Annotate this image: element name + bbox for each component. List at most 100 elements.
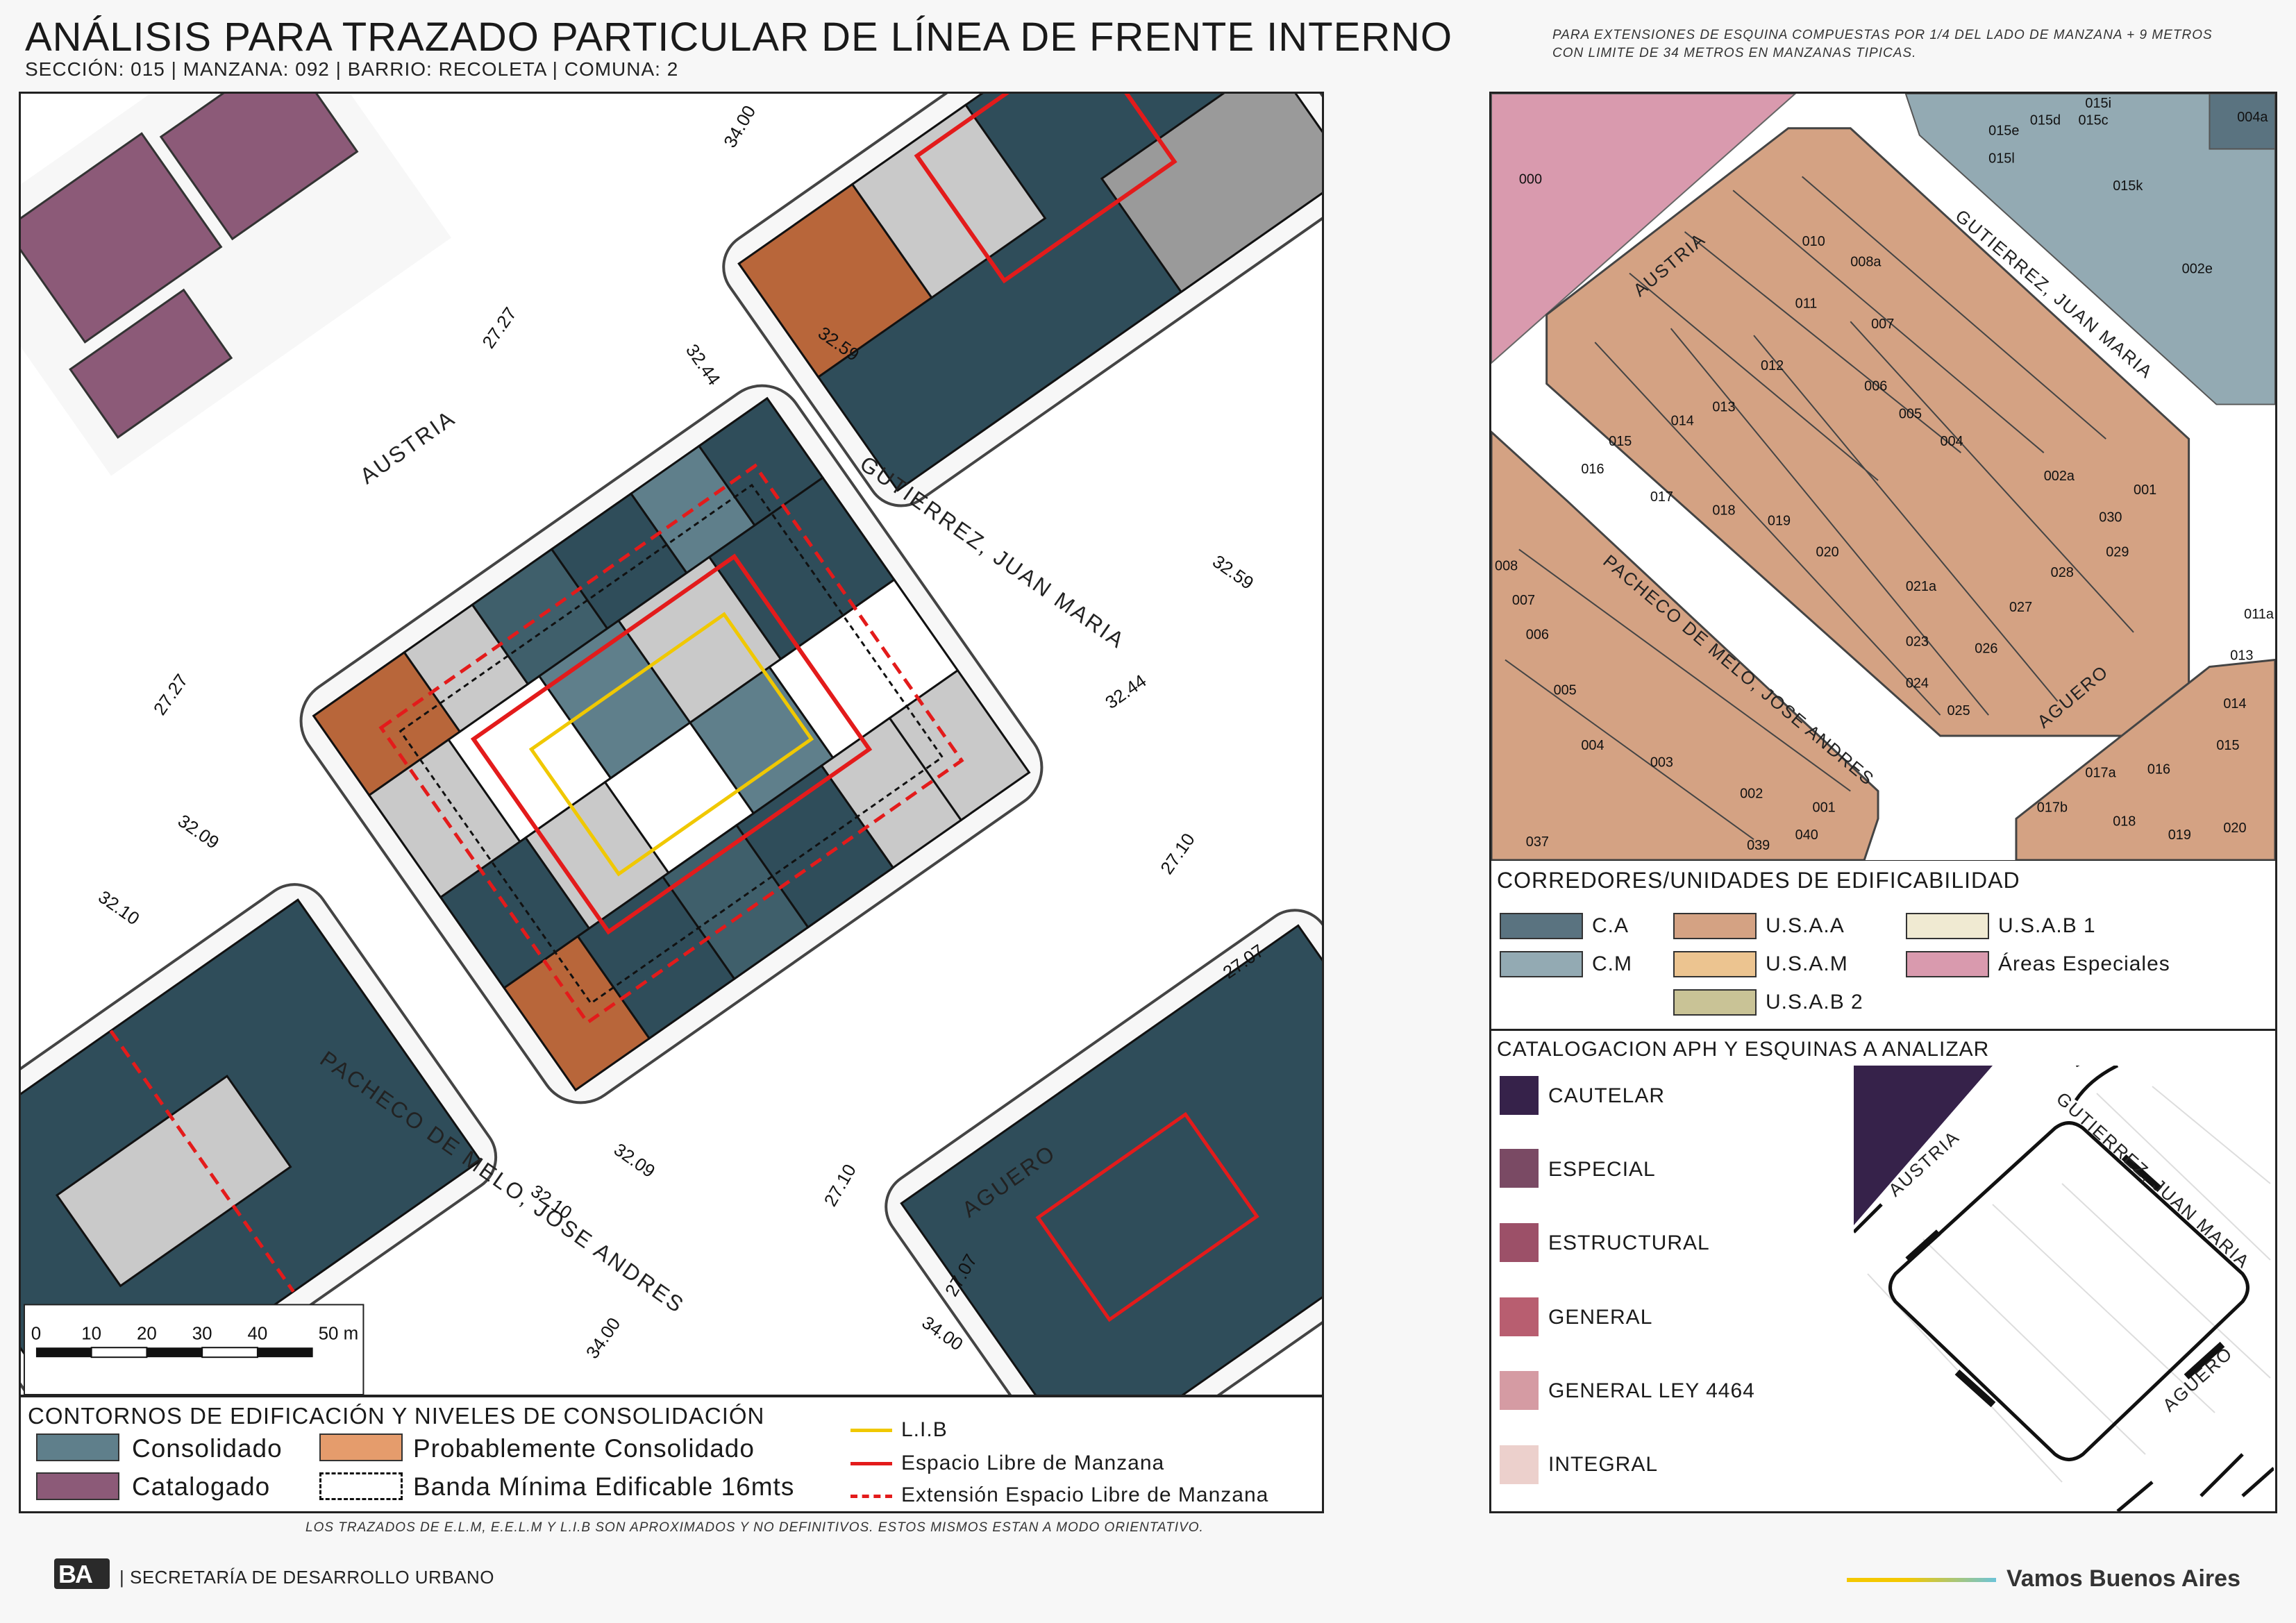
parcel-label: 015c (2078, 113, 2108, 128)
swatch-banda (319, 1472, 403, 1500)
label-catalogado: Catalogado (132, 1472, 271, 1501)
parcel-label: 015i (2085, 96, 2111, 111)
parcel-label: 004 (1941, 434, 1963, 449)
parcel-label: 005 (1554, 682, 1577, 698)
line-lib (850, 1429, 892, 1432)
label-areas-especiales: Áreas Especiales (1998, 952, 2170, 975)
swatch-integral (1500, 1445, 1539, 1484)
parcel-label: 028 (2051, 565, 2074, 580)
catalog-title: CATALOGACION APH Y ESQUINAS A ANALIZAR (1497, 1038, 1990, 1061)
parcel-label: 004a (2237, 110, 2268, 125)
parcel-label: 019 (2168, 827, 2191, 843)
label-lib: L.I.B (901, 1418, 948, 1441)
parcel-label: 016 (2147, 762, 2170, 777)
swatch-consolidado (36, 1433, 119, 1461)
parcel-label: 017b (2037, 800, 2068, 815)
parcel-label: 007 (1512, 593, 1535, 608)
label-integral: INTEGRAL (1548, 1453, 1659, 1476)
label-cm: C.M (1592, 952, 1632, 975)
swatch-general-ley (1500, 1371, 1539, 1410)
main-map[interactable]: AUSTRIA GUTIERREZ, JUAN MARIA PACHECO DE… (19, 92, 1324, 1397)
label-probable: Probablemente Consolidado (413, 1434, 755, 1463)
parcel-label: 020 (2223, 821, 2246, 836)
swatch-usab2 (1673, 989, 1757, 1016)
label-cautelar: CAUTELAR (1548, 1084, 1666, 1107)
parcel-label: 015e (1988, 124, 2019, 139)
parcel-label: 011a (2244, 607, 2274, 622)
parcel-label: 015k (2113, 178, 2143, 194)
parcel-label: 012 (1761, 358, 1784, 373)
label-general: GENERAL (1548, 1306, 1653, 1329)
parcel-label: 013 (2230, 648, 2253, 664)
swatch-areas-especiales (1906, 951, 1989, 977)
parcel-label: 011 (1795, 296, 1818, 311)
parcel-label: 010 (1802, 234, 1825, 249)
parcel-label: 037 (1526, 834, 1549, 850)
zoning-map-canvas: 000 015i 015d 015c 004a 015e 015l 015k 0… (1491, 94, 2275, 860)
parcel-label: 015 (2216, 738, 2239, 753)
parcel-label: 007 (1871, 317, 1894, 332)
parcel-label: 027 (2009, 600, 2032, 615)
zoning-map[interactable]: 000 015i 015d 015c 004a 015e 015l 015k 0… (1489, 92, 2277, 862)
scale-tick-label: 0 (31, 1324, 41, 1343)
parcel-label: 016 (1581, 462, 1604, 477)
scale-tick-label: 30 (192, 1324, 212, 1343)
parcel-label: 020 (1816, 544, 1839, 560)
scale-bar: 0 10 20 30 40 50 m (23, 1304, 364, 1395)
footer-color-bar (1847, 1578, 1996, 1582)
parcel-label: 015d (2030, 113, 2061, 128)
parcel-label: 017a (2085, 766, 2116, 781)
swatch-general (1500, 1297, 1539, 1336)
label-banda: Banda Mínima Edificable 16mts (413, 1472, 795, 1501)
parcel-label: 040 (1795, 827, 1818, 843)
main-map-canvas: AUSTRIA GUTIERREZ, JUAN MARIA PACHECO DE… (21, 94, 1322, 1395)
legend-title: CONTORNOS DE EDIFICACIÓN Y NIVELES DE CO… (28, 1403, 765, 1429)
parcel-label: 018 (2113, 814, 2136, 829)
parcel-label: 006 (1864, 379, 1887, 394)
parcel-label: 008a (1850, 255, 1882, 270)
swatch-cm (1500, 951, 1583, 977)
parcel-label: 001 (1813, 800, 1836, 815)
parcel-label: 001 (2134, 482, 2156, 498)
footer-secretaria: | SECRETARÍA DE DESARROLLO URBANO (119, 1567, 495, 1588)
scale-tick-label: 10 (81, 1324, 101, 1343)
parcel-label: 000 (1519, 171, 1542, 187)
label-ca: C.A (1592, 914, 1629, 937)
swatch-usab1 (1906, 913, 1989, 939)
label-especial: ESPECIAL (1548, 1158, 1656, 1181)
swatch-ca (1500, 913, 1583, 939)
parcel-label: 025 (1947, 703, 1970, 718)
label-elm: Espacio Libre de Manzana (901, 1452, 1165, 1474)
scale-tick-label: 50 m (319, 1324, 359, 1343)
parcel-label: 014 (2223, 696, 2246, 712)
ba-logo: BA (54, 1558, 110, 1589)
parcel-label: 008 (1495, 558, 1518, 573)
parcel-label: 002e (2182, 262, 2213, 277)
swatch-cautelar (1500, 1076, 1539, 1115)
parcel-label: 026 (1975, 641, 1997, 657)
label-eelm: Extensión Espacio Libre de Manzana (901, 1483, 1269, 1506)
line-eelm (850, 1495, 892, 1498)
label-general-ley: GENERAL LEY 4464 (1548, 1379, 1755, 1402)
scale-tick-label: 20 (137, 1324, 157, 1343)
parcel-label: 024 (1906, 675, 1929, 691)
parcel-label: 006 (1526, 628, 1549, 643)
parcel-label: 017 (1650, 489, 1673, 505)
disclaimer: LOS TRAZADOS DE E.L.M, E.E.L.M Y L.I.B S… (305, 1520, 1204, 1535)
parcel-label: 003 (1650, 755, 1673, 771)
parcel-label: 002 (1740, 786, 1763, 801)
label-estructural: ESTRUCTURAL (1548, 1231, 1710, 1254)
label-usab1: U.S.A.B 1 (1998, 914, 2096, 937)
swatch-estructural (1500, 1223, 1539, 1262)
parcel-label: 019 (1768, 514, 1791, 529)
parcel-label: 014 (1671, 413, 1694, 428)
parcel-label: 004 (1581, 738, 1604, 753)
label-usam: U.S.A.M (1766, 952, 1848, 975)
parcel-label: 015 (1609, 434, 1632, 449)
page-title: ANÁLISIS PARA TRAZADO PARTICULAR DE LÍNE… (25, 15, 1453, 60)
swatch-usam (1673, 951, 1757, 977)
legend-catalogacion: CATALOGACION APH Y ESQUINAS A ANALIZAR C… (1489, 1029, 2277, 1513)
parcel-label: 015l (1988, 151, 2015, 166)
swatch-usaa (1673, 913, 1757, 939)
page-subtitle: SECCIÓN: 015 | MANZANA: 092 | BARRIO: RE… (25, 58, 679, 80)
